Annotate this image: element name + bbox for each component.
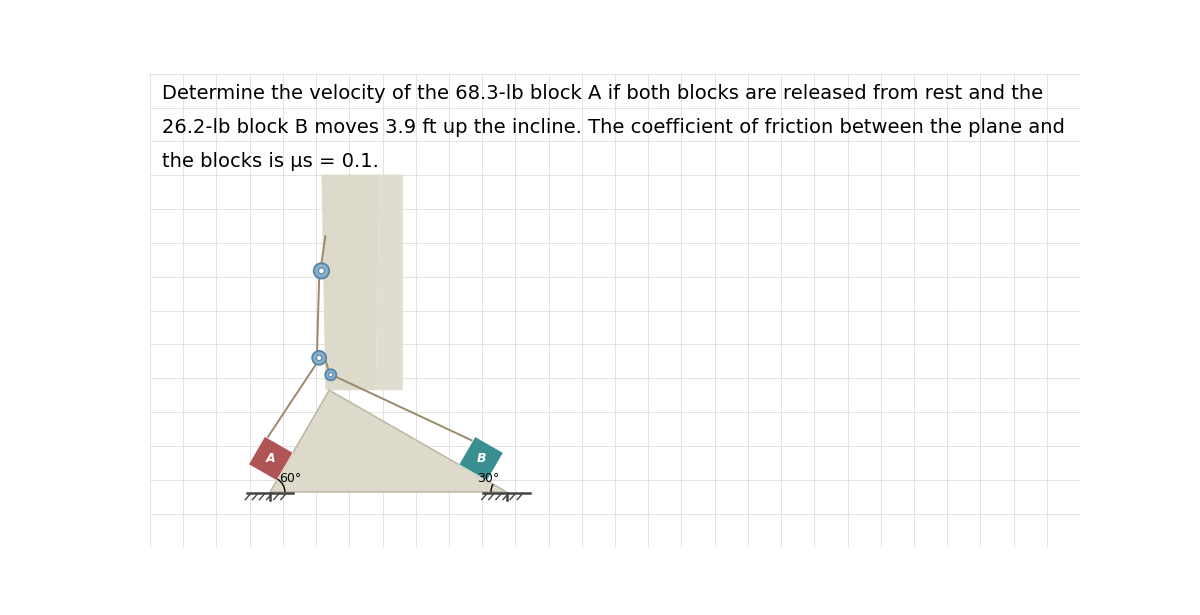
Text: A: A xyxy=(266,452,276,465)
Polygon shape xyxy=(458,437,503,481)
Polygon shape xyxy=(322,175,379,390)
Circle shape xyxy=(318,268,324,274)
Text: the blocks is μs = 0.1.: the blocks is μs = 0.1. xyxy=(162,151,378,170)
Circle shape xyxy=(313,263,329,279)
Circle shape xyxy=(329,373,332,377)
Text: 60°: 60° xyxy=(280,472,301,485)
Text: 26.2-lb block B moves 3.9 ft up the incline. The coefficient of friction between: 26.2-lb block B moves 3.9 ft up the incl… xyxy=(162,117,1064,137)
Text: 30°: 30° xyxy=(476,472,499,485)
Text: B: B xyxy=(476,452,486,465)
Polygon shape xyxy=(376,175,403,390)
Polygon shape xyxy=(270,390,506,492)
Text: Determine the velocity of the 68.3-lb block A if both blocks are released from r: Determine the velocity of the 68.3-lb bl… xyxy=(162,84,1043,103)
Circle shape xyxy=(317,355,322,360)
Circle shape xyxy=(312,351,326,365)
Circle shape xyxy=(325,369,336,380)
Polygon shape xyxy=(248,437,293,480)
